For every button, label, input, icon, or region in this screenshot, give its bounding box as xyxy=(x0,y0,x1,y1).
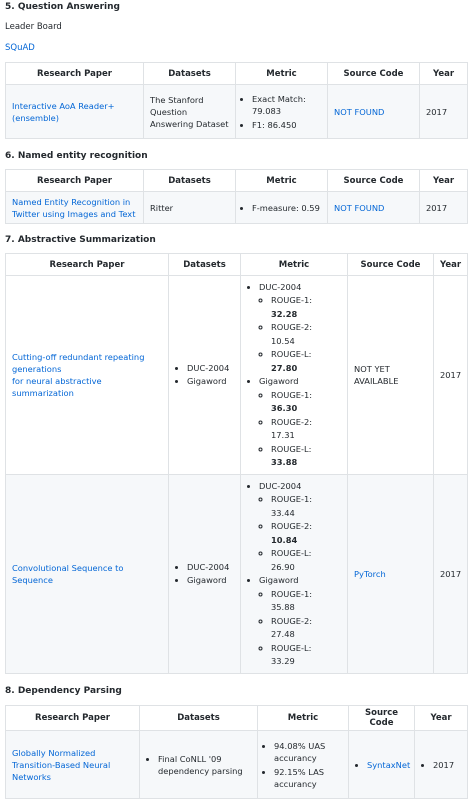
column-header: Research Paper xyxy=(5,253,169,276)
metric-value: 27.80 xyxy=(271,362,298,373)
section-heading-ner: 6. Named entity recognition xyxy=(5,151,148,161)
metric-label: ROUGE-1: xyxy=(271,295,313,305)
metric-label: ROUGE-L: xyxy=(271,349,312,359)
paper-title-line: for neural abstractive summarization xyxy=(12,376,102,398)
source-code-link[interactable]: PyTorch xyxy=(354,569,386,579)
dataset-item: DUC-2004 xyxy=(187,362,234,376)
column-header: Source Code xyxy=(348,705,415,731)
column-header: Datasets xyxy=(139,705,258,731)
metric-item: 92.15% LAS accurancy xyxy=(274,766,342,790)
table-row: Globally Normalized Transition-Based Neu… xyxy=(5,730,468,799)
paper-link[interactable]: Interactive AoA Reader+ (ensemble) xyxy=(12,100,115,123)
metric-label: ROUGE-1: xyxy=(271,494,313,504)
column-header: Datasets xyxy=(143,62,236,85)
metric-value: 17.31 xyxy=(271,430,295,440)
year-item: 2017 xyxy=(433,759,461,771)
column-header: Source Code xyxy=(327,169,420,192)
column-header: Metric xyxy=(235,169,328,192)
metric-value: 33.44 xyxy=(271,507,295,518)
metric-label: ROUGE-1: xyxy=(271,588,313,599)
column-header: Metric xyxy=(240,253,348,276)
metric-group: Gigaword xyxy=(259,376,299,386)
ner-table: Research Paper Datasets Metric Source Co… xyxy=(5,169,468,224)
metric-value: 10.84 xyxy=(271,534,298,545)
source-code-link[interactable]: SyntaxNet xyxy=(367,759,411,770)
column-header: Year xyxy=(414,705,468,731)
year-cell: 2017 xyxy=(419,191,468,224)
metric-group: DUC-2004 xyxy=(259,281,302,292)
column-header: Datasets xyxy=(143,169,236,192)
metric-label: ROUGE-L: xyxy=(271,443,312,454)
metric-value: 36.30 xyxy=(271,403,298,413)
year-cell: 2017 xyxy=(419,84,468,139)
paper-link[interactable]: Named Entity Recognition in Twitter usin… xyxy=(12,196,136,219)
metric-label: ROUGE-2: xyxy=(271,322,313,332)
dataset-item: Gigaword xyxy=(187,574,234,588)
column-header: Research Paper xyxy=(5,169,144,192)
table-row: Convolutional Sequence to Sequence DUC-2… xyxy=(5,474,468,674)
metric-item: F-measure: 0.59 xyxy=(252,202,321,214)
question-answering-table: Research Paper Datasets Metric Source Co… xyxy=(5,62,468,139)
dataset-cell: The Stanford Question Answering Dataset xyxy=(143,84,236,139)
metric-value: 32.28 xyxy=(271,308,298,319)
metric-label: ROUGE-L: xyxy=(271,642,312,653)
paper-title-line: Cutting-off redundant repeating generati… xyxy=(12,352,145,374)
table-row: Cutting-off redundant repeating generati… xyxy=(5,275,468,475)
source-code-link[interactable]: NOT FOUND xyxy=(334,202,385,213)
metric-item: 94.08% UAS accurancy xyxy=(274,740,342,764)
dependency-parsing-table: Research Paper Datasets Metric Source Co… xyxy=(5,705,468,799)
year-cell: 2017 xyxy=(433,474,468,674)
metric-value: 33.88 xyxy=(271,457,298,467)
metric-label: ROUGE-2: xyxy=(271,521,313,531)
year-cell: 2017 xyxy=(433,275,468,475)
metric-value: 27.48 xyxy=(271,629,295,639)
metric-group: Gigaword xyxy=(259,575,299,585)
metric-label: ROUGE-1: xyxy=(271,389,313,400)
metric-item: Exact Match: 79.083 xyxy=(252,93,321,117)
metric-label: ROUGE-L: xyxy=(271,548,312,558)
column-header: Research Paper xyxy=(5,705,140,731)
section-heading-question-answering: 5. Question Answering xyxy=(5,2,120,12)
leaderboard-label: Leader Board xyxy=(5,22,62,32)
paper-link[interactable]: Cutting-off redundant repeating generati… xyxy=(12,351,162,399)
metric-label: ROUGE-2: xyxy=(271,416,313,427)
metric-item: F1: 86.450 xyxy=(252,119,321,131)
column-header: Metric xyxy=(235,62,328,85)
metric-label: ROUGE-2: xyxy=(271,615,313,626)
metric-group: DUC-2004 xyxy=(259,480,302,491)
metric-value: 33.29 xyxy=(271,656,295,666)
table-row: Named Entity Recognition in Twitter usin… xyxy=(5,191,468,224)
paper-link[interactable]: Convolutional Sequence to Sequence xyxy=(12,563,124,585)
table-row: Interactive AoA Reader+ (ensemble) The S… xyxy=(5,84,468,139)
metric-value: 26.90 xyxy=(271,561,295,572)
column-header: Source Code xyxy=(347,253,434,276)
dataset-item: Final CoNLL '09 dependency parsing xyxy=(158,753,251,777)
squad-link[interactable]: SQuAD xyxy=(5,43,35,53)
column-header: Research Paper xyxy=(5,62,144,85)
column-header: Source Code xyxy=(327,62,420,85)
section-heading-abstractive-summarization: 7. Abstractive Summarization xyxy=(5,235,156,245)
column-header: Year xyxy=(419,169,468,192)
dataset-item: DUC-2004 xyxy=(187,561,234,575)
column-header: Year xyxy=(433,253,468,276)
source-code-cell: NOT YET AVAILABLE xyxy=(347,275,434,475)
dataset-cell: Ritter xyxy=(143,191,236,224)
metric-value: 10.54 xyxy=(271,335,295,346)
section-heading-dependency-parsing: 8. Dependency Parsing xyxy=(5,686,122,696)
column-header: Metric xyxy=(257,705,349,731)
column-header: Year xyxy=(419,62,468,85)
dataset-item: Gigaword xyxy=(187,375,234,389)
summarization-table: Research Paper Datasets Metric Source Co… xyxy=(5,253,468,674)
column-header: Datasets xyxy=(168,253,241,276)
metric-value: 35.88 xyxy=(271,602,295,612)
source-code-link[interactable]: NOT FOUND xyxy=(334,106,385,117)
paper-link[interactable]: Globally Normalized Transition-Based Neu… xyxy=(12,747,111,782)
